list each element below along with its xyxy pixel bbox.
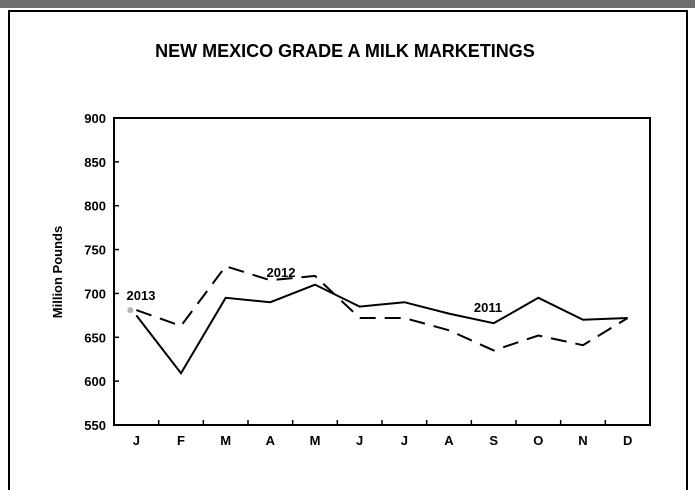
x-tick-label: N xyxy=(578,433,587,448)
x-tick-label: M xyxy=(310,433,321,448)
y-tick-label: 650 xyxy=(84,330,106,345)
chart-frame xyxy=(8,10,688,490)
series-label-2013: 2013 xyxy=(127,288,156,303)
x-tick-label: D xyxy=(623,433,632,448)
x-tick-label: F xyxy=(177,433,185,448)
series-2011-line xyxy=(135,283,628,376)
x-tick-label: J xyxy=(356,433,363,448)
y-tick-label: 850 xyxy=(84,155,106,170)
y-tick-label: 600 xyxy=(84,374,106,389)
x-tick-label: A xyxy=(266,433,276,448)
x-tick-label: J xyxy=(401,433,408,448)
x-tick-label: J xyxy=(133,433,140,448)
y-tick-label: 750 xyxy=(84,243,106,258)
x-tick-label: O xyxy=(533,433,543,448)
series-2013-point xyxy=(127,307,134,314)
y-tick-label: 800 xyxy=(84,199,106,214)
y-axis-label: Million Pounds xyxy=(50,226,65,318)
series-2012-line xyxy=(136,265,629,352)
y-tick-label: 700 xyxy=(84,286,106,301)
x-tick-label: S xyxy=(489,433,498,448)
x-tick-label: A xyxy=(444,433,454,448)
y-tick-label: 900 xyxy=(84,111,106,126)
x-tick-label: M xyxy=(220,433,231,448)
y-tick-label: 550 xyxy=(84,418,106,433)
top-bar xyxy=(0,0,695,8)
plot-area-border xyxy=(113,117,651,426)
chart-title: NEW MEXICO GRADE A MILK MARKETINGS xyxy=(155,41,535,61)
series-label-2012: 2012 xyxy=(267,265,296,280)
series-label-2011: 2011 xyxy=(474,300,502,315)
